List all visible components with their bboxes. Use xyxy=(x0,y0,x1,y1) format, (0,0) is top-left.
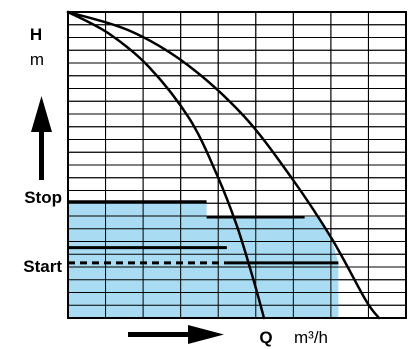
pump-curve-flat xyxy=(66,10,381,320)
x-axis-unit: m³/h xyxy=(294,328,328,347)
operating-range-region xyxy=(68,12,406,318)
y-axis-unit: m xyxy=(30,50,44,69)
right-arrow-icon xyxy=(128,325,224,344)
x-axis-label: Q xyxy=(259,328,272,347)
operating-range-fill xyxy=(68,201,339,318)
stop-label: Stop xyxy=(24,188,62,207)
pump-curve-steep xyxy=(66,10,266,320)
curves xyxy=(66,10,381,320)
plot-border xyxy=(67,11,407,319)
start-label: Start xyxy=(23,257,62,276)
y-axis-label: H xyxy=(30,25,42,44)
plot-frame xyxy=(67,11,407,319)
up-arrow-icon xyxy=(31,96,52,180)
operating-lines xyxy=(68,200,339,265)
